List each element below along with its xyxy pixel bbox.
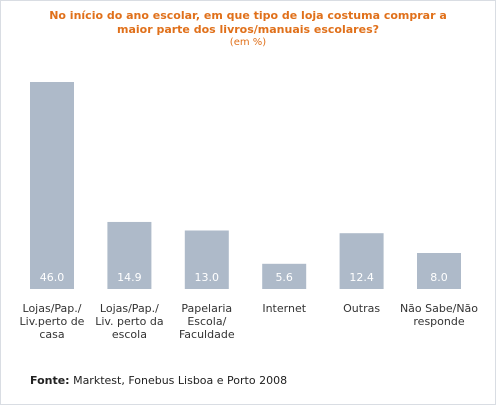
category-label-4: Outras bbox=[343, 302, 380, 315]
bar-4 bbox=[339, 233, 384, 289]
category-label-1-line-1: Liv. perto da bbox=[95, 315, 163, 328]
source-note: Fonte: Marktest, Fonebus Lisboa e Porto … bbox=[30, 374, 287, 387]
bar-value-label-5: 8.0 bbox=[430, 271, 448, 284]
category-label-1-line-0: Lojas/Pap./ bbox=[100, 302, 159, 315]
bar-value-label-4: 12.4 bbox=[349, 271, 374, 284]
category-label-2: Papelaria Escola/Faculdade bbox=[179, 302, 235, 341]
bar-3 bbox=[262, 263, 307, 289]
bar-2 bbox=[184, 230, 229, 289]
category-label-0-line-2: casa bbox=[39, 328, 64, 341]
chart-title: No início do ano escolar, em que tipo de… bbox=[0, 9, 496, 37]
source-text: Marktest, Fonebus Lisboa e Porto 2008 bbox=[73, 374, 288, 387]
category-label-5-line-1: responde bbox=[413, 315, 464, 328]
chart-title-line-1: No início do ano escolar, em que tipo de… bbox=[49, 9, 447, 22]
category-label-3-line-0: Internet bbox=[262, 302, 306, 315]
bar-1 bbox=[107, 221, 152, 289]
bar-value-label-2: 13.0 bbox=[195, 271, 220, 284]
bar-0 bbox=[30, 82, 74, 289]
bar-value-label-1: 14.9 bbox=[117, 271, 142, 284]
chart-title-line-2: maior parte dos livros/manuais escolares… bbox=[116, 23, 379, 36]
bar-5 bbox=[417, 253, 461, 289]
category-label-5: Não Sabe/Não responde bbox=[400, 302, 478, 328]
category-label-1-line-2: escola bbox=[112, 328, 147, 341]
category-label-2-line-0: Papelaria bbox=[181, 302, 232, 315]
category-label-2-line-2: Faculdade bbox=[179, 328, 235, 341]
category-label-3: Internet bbox=[262, 302, 306, 315]
source-label: Fonte: bbox=[30, 374, 70, 387]
chart-subtitle: (em %) bbox=[229, 37, 267, 48]
category-label-4-line-0: Outras bbox=[343, 302, 380, 315]
category-label-0-line-0: Lojas/Pap./ bbox=[23, 302, 82, 315]
category-label-1: Lojas/Pap./Liv. perto da escola bbox=[95, 302, 163, 341]
bar-value-label-0: 46.0 bbox=[40, 271, 65, 284]
category-label-5-line-0: Não Sabe/Não bbox=[400, 302, 478, 315]
bar-value-label-3: 5.6 bbox=[275, 271, 293, 284]
category-label-2-line-1: Escola/ bbox=[187, 315, 226, 328]
category-label-0: Lojas/Pap./Liv.perto de casa bbox=[20, 302, 85, 341]
category-label-0-line-1: Liv.perto de bbox=[20, 315, 85, 328]
